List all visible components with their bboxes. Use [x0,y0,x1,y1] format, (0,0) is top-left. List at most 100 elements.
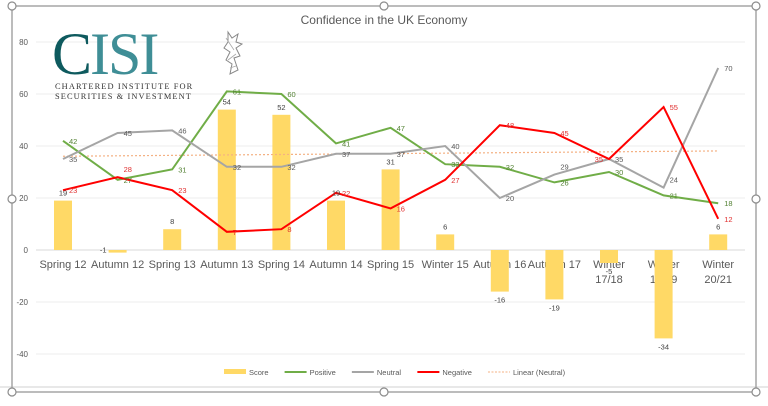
point-label-negative: 55 [670,103,678,112]
y-tick-label: 40 [19,142,28,151]
legend-swatch-score [224,369,246,374]
x-tick-label: Spring 13 [149,259,196,271]
point-label-neutral: 70 [724,64,732,73]
y-tick-label: 60 [19,90,28,99]
bar-label: 19 [332,189,340,198]
resize-handle [379,1,389,11]
bar-score [327,200,345,250]
x-tick-label: 17/18 [595,274,623,286]
point-label-negative: 45 [560,129,568,138]
bar-label: 19 [59,189,67,198]
bar-label: 6 [716,222,720,231]
point-label-neutral: 24 [670,176,678,185]
legend-label: Linear (Neutral) [513,368,566,377]
point-label-positive: 21 [670,191,678,200]
bar-label: -5 [606,267,613,276]
x-tick-label: Winter [702,259,734,271]
y-tick-label: 0 [24,246,29,255]
resize-handle [751,194,761,204]
x-tick-label: Spring 12 [39,259,86,271]
point-label-positive: 32 [506,163,514,172]
point-label-neutral: 37 [397,150,405,159]
bar-score [545,250,564,300]
point-label-neutral: 32 [233,163,241,172]
point-label-positive: 26 [560,178,568,187]
griffin-icon [223,30,244,75]
bar-score [54,200,72,250]
resize-handle [7,387,17,397]
legend-label: Score [249,368,269,377]
x-tick-label: Autumn 13 [200,259,253,271]
bar-score [709,234,728,250]
y-tick-label: 80 [19,38,28,47]
y-tick-label: -20 [16,298,28,307]
point-label-positive: 42 [69,137,77,146]
point-label-positive: 27 [124,176,132,185]
bar-score [163,229,182,250]
logo-line-1: CHARTERED INSTITUTE FOR [55,82,194,91]
resize-handle [7,194,17,204]
point-label-neutral: 37 [342,150,350,159]
logo-line-2: SECURITIES & INVESTMENT [55,92,192,101]
bar-score [654,250,673,339]
point-label-negative: 12 [724,215,732,224]
point-label-positive: 60 [287,90,295,99]
resize-handle [7,1,17,11]
bar-score [381,169,400,250]
x-tick-label: Spring 15 [367,259,414,271]
x-tick-label: Autumn 12 [91,259,144,271]
y-tick-label: 20 [19,194,28,203]
bar-label: 52 [277,103,285,112]
bar-score [600,250,618,263]
point-label-positive: 31 [178,165,186,174]
logo-letter-c: C [52,21,92,87]
point-label-negative: 8 [287,225,291,234]
point-label-negative: 27 [451,176,459,185]
x-tick-label: Autumn 14 [309,259,362,271]
bar-score [272,114,291,250]
resize-handle [751,387,761,397]
point-label-positive: 61 [233,87,241,96]
cisi-logo: CISI CHARTERED INSTITUTE FOR SECURITIES … [52,24,244,102]
bar-label: 6 [443,222,447,231]
logo-letters-isi: ISI [90,21,159,87]
trendline-neutral [62,150,719,157]
point-label-negative: 23 [69,186,77,195]
line-positive [62,90,719,205]
point-label-neutral: 45 [124,129,132,138]
y-tick-label: -40 [16,350,28,359]
point-label-negative: 22 [342,189,350,198]
point-label-negative: 23 [178,186,186,195]
chart-title: Confidence in the UK Economy [301,13,468,27]
point-label-neutral: 32 [287,163,295,172]
legend-label: Negative [442,368,472,377]
legend-label: Positive [310,368,336,377]
point-label-positive: 47 [397,124,405,133]
point-label-negative: 35 [595,155,603,164]
point-label-negative: 7 [233,228,237,237]
point-label-negative: 28 [124,165,132,174]
point-label-negative: 48 [506,121,514,130]
resize-handle [379,387,389,397]
point-label-neutral: 20 [506,194,514,203]
line-negative [62,105,720,233]
point-label-neutral: 46 [178,126,186,135]
point-label-neutral: 29 [560,163,568,172]
legend-label: Neutral [377,368,402,377]
point-label-positive: 18 [724,199,732,208]
bar-label: 31 [386,157,394,166]
x-tick-label: Winter 15 [422,259,469,271]
bar-score [108,250,127,253]
point-label-negative: 16 [397,204,405,213]
point-label-neutral: 40 [451,142,459,151]
point-label-positive: 41 [342,139,350,148]
point-label-positive: 33 [451,160,459,169]
bar-score [436,234,455,250]
bar-label: 54 [223,98,231,107]
resize-handle [751,1,761,11]
point-label-neutral: 35 [615,155,623,164]
x-tick-label: 20/21 [704,274,732,286]
bar-label: -1 [100,246,107,255]
bar-score [217,109,236,250]
